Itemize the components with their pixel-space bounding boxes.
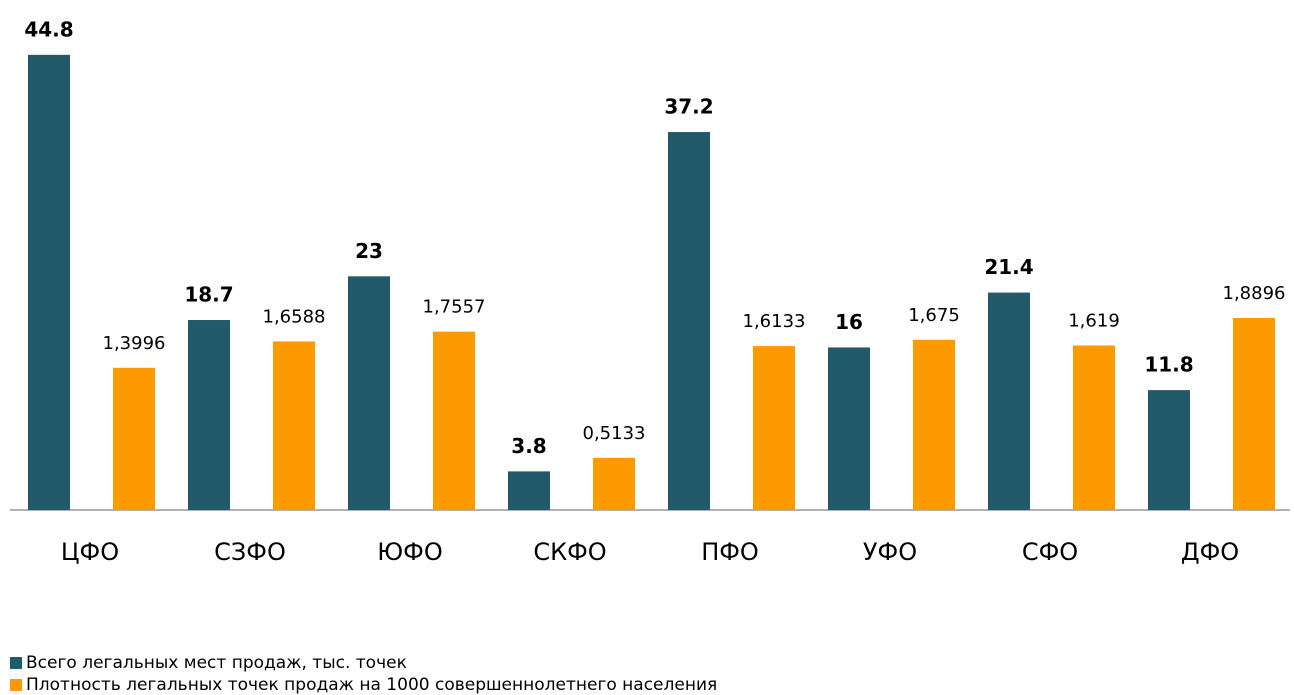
bar	[1148, 390, 1190, 510]
legend-label: Плотность легальных точек продаж на 1000…	[26, 675, 717, 695]
data-label: 3.8	[511, 434, 546, 458]
x-tick-label: УФО	[863, 538, 917, 566]
bar	[113, 367, 155, 510]
bar	[593, 457, 635, 510]
bar	[913, 339, 955, 510]
data-label: 11.8	[1144, 353, 1193, 377]
bar	[668, 132, 710, 510]
bar	[1233, 318, 1275, 510]
x-tick-label: ПФО	[701, 538, 759, 566]
x-tick-label: ДФО	[1181, 538, 1239, 566]
x-tick-label: ЮФО	[377, 538, 442, 566]
bar	[188, 320, 230, 510]
data-label: 16	[835, 310, 863, 334]
data-label: 21.4	[984, 255, 1033, 279]
bar	[1073, 345, 1115, 510]
x-tick-label: СФО	[1022, 538, 1078, 566]
legend-label: Всего легальных мест продаж, тыс. точек	[26, 653, 407, 673]
bar	[28, 54, 70, 510]
data-label: 37.2	[664, 95, 713, 119]
data-label: 1,8896	[1223, 283, 1286, 304]
legend-swatch	[10, 657, 22, 669]
data-label: 44.8	[24, 17, 73, 41]
data-label: 23	[355, 239, 383, 263]
data-label: 0,5133	[583, 423, 646, 444]
data-label: 1,619	[1068, 311, 1120, 332]
data-label: 1,6588	[263, 306, 326, 327]
bar	[988, 292, 1030, 510]
x-tick-label: СКФО	[533, 538, 606, 566]
data-label: 1,675	[908, 305, 960, 326]
x-tick-label: ЦФО	[61, 538, 119, 566]
bar	[508, 471, 550, 510]
data-label: 1,6133	[743, 311, 806, 332]
data-label: 1,3996	[103, 333, 166, 354]
data-label: 1,7557	[423, 297, 486, 318]
bar	[433, 331, 475, 510]
legend-swatch	[10, 679, 22, 691]
bar	[273, 341, 315, 510]
x-tick-label: СЗФО	[214, 538, 286, 566]
bar	[753, 346, 795, 510]
bar	[828, 347, 870, 510]
bar	[348, 276, 390, 510]
data-label: 18.7	[184, 283, 233, 307]
